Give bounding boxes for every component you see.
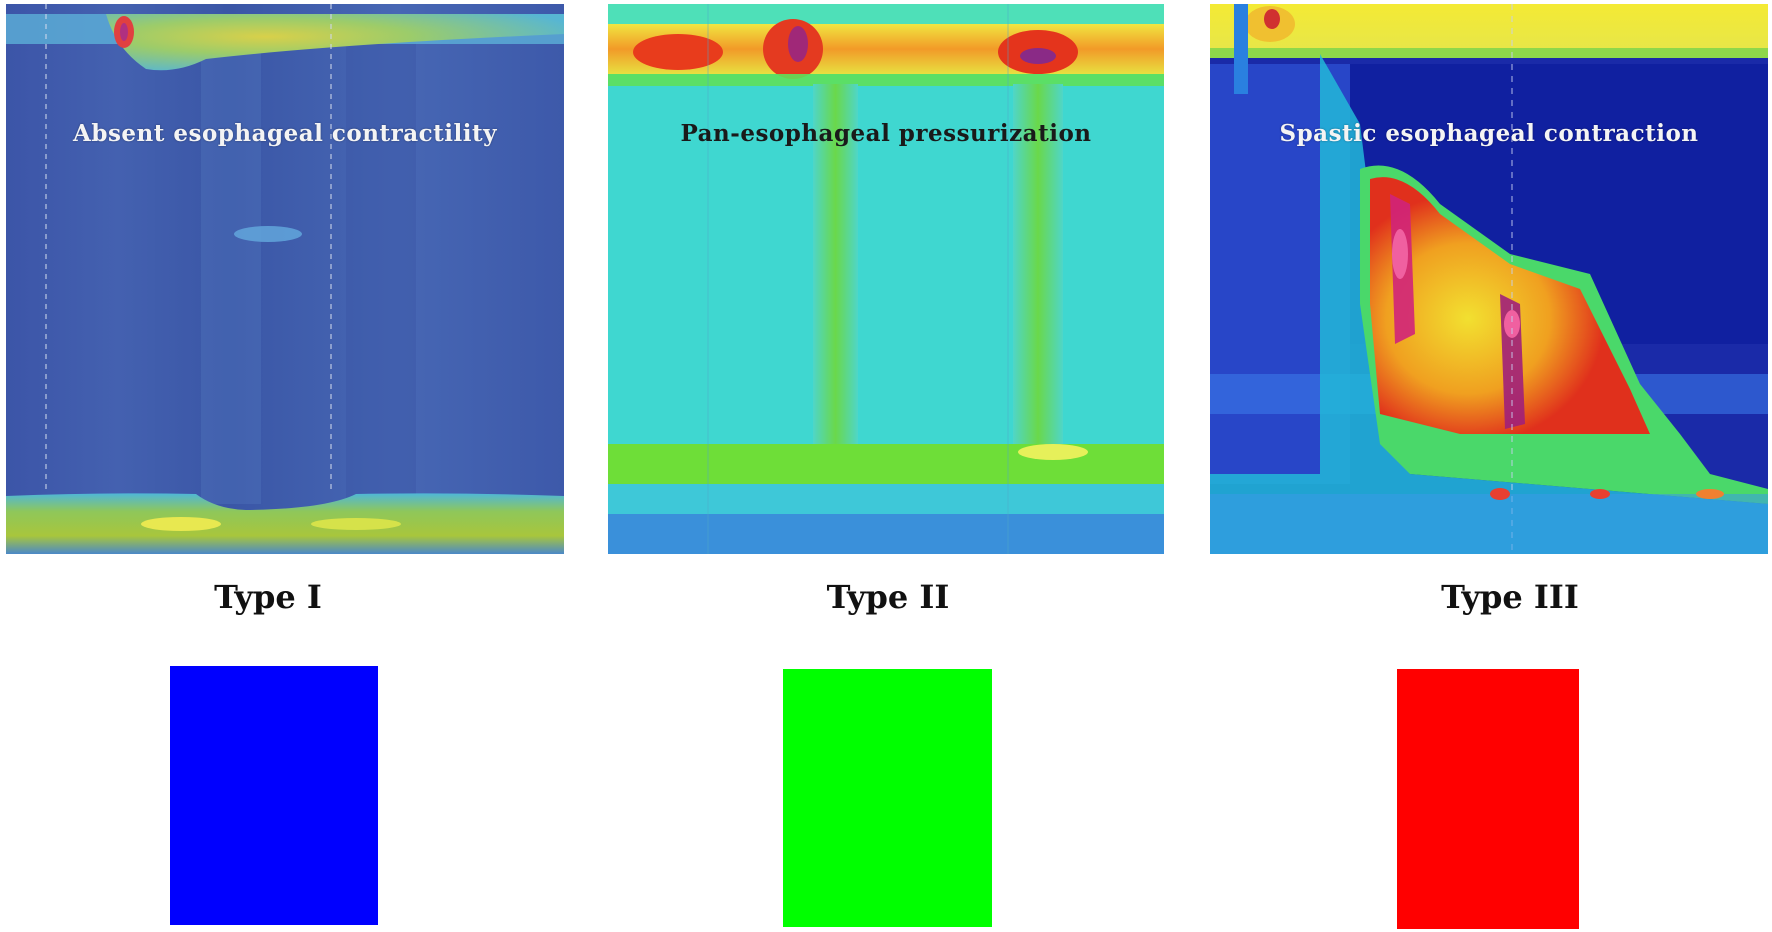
type-label-2: Type II <box>826 578 950 616</box>
type-label-3: Type III <box>1441 578 1579 616</box>
manometry-plot-type-3: Spastic esophageal contraction <box>1210 4 1768 554</box>
color-swatch-type-3 <box>1397 669 1579 929</box>
overlay-title: Spastic esophageal contraction <box>1279 120 1699 147</box>
manometry-plot-type-2: Pan-esophageal pressurization <box>608 4 1164 554</box>
pressure-topography-type-3 <box>1210 4 1768 554</box>
color-swatch-type-2 <box>783 669 992 927</box>
manometry-plot-type-1: Absent esophageal contractility <box>6 4 564 554</box>
overlay-title: Pan-esophageal pressurization <box>680 120 1092 147</box>
type-label-1: Type I <box>214 578 322 616</box>
pressure-topography-type-1 <box>6 4 564 554</box>
pressure-topography-type-2 <box>608 4 1164 554</box>
color-swatch-type-1 <box>170 666 378 925</box>
overlay-title: Absent esophageal contractility <box>73 120 497 147</box>
